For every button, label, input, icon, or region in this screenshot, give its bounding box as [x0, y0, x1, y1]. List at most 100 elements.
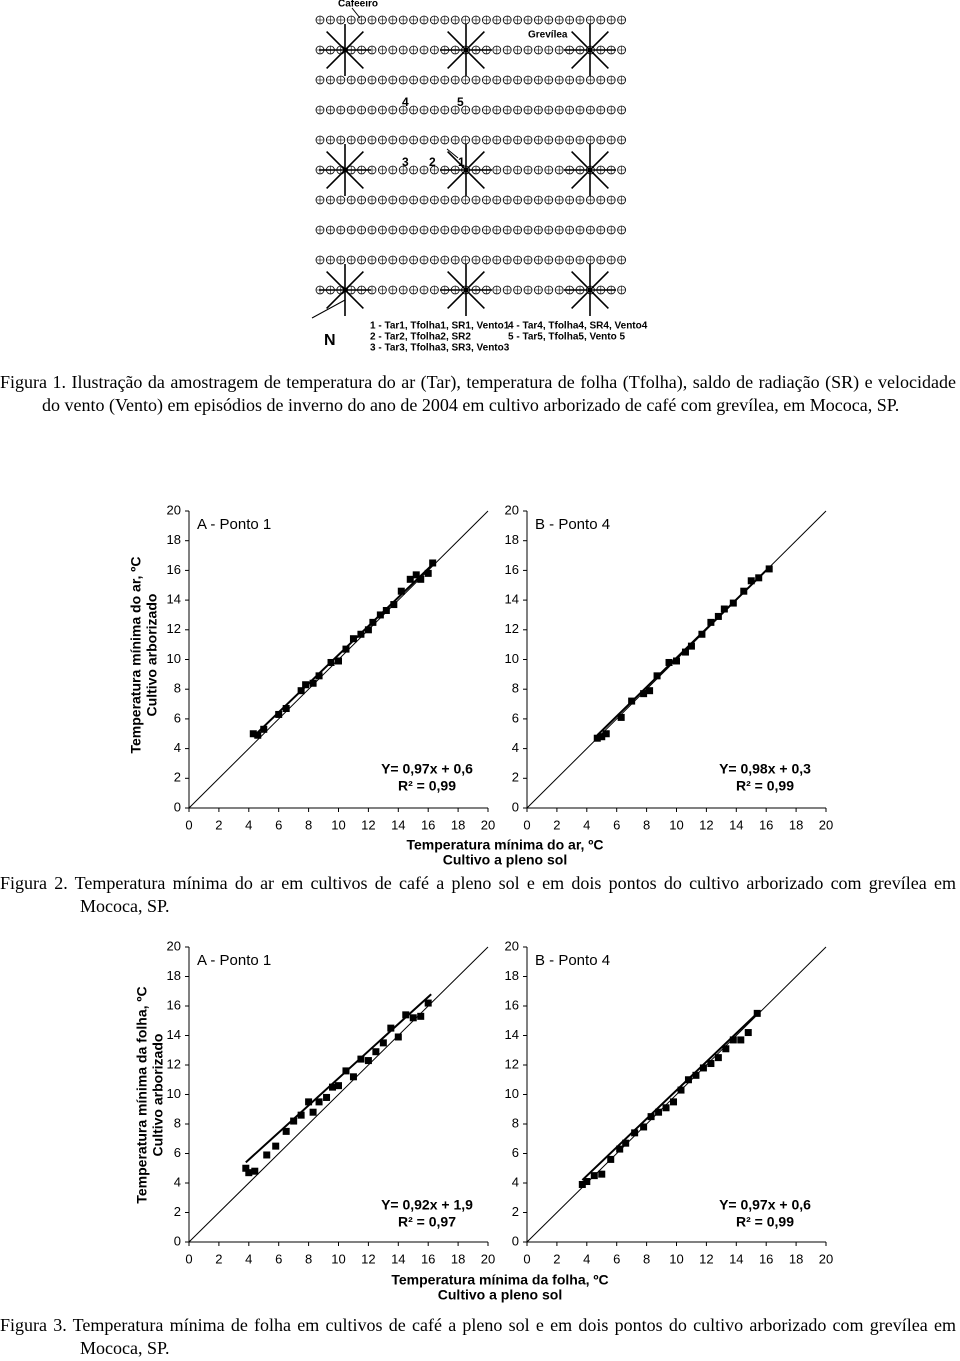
point: [364, 626, 372, 634]
coffee-plant-cross: [555, 76, 564, 84]
coffee-plant-cross: [596, 196, 605, 204]
point: [646, 687, 654, 695]
point: [740, 587, 748, 595]
point: [424, 999, 432, 1007]
point: [349, 635, 357, 643]
point: [397, 587, 405, 595]
north-arrow: [311, 299, 346, 319]
coffee-plant-cross: [316, 106, 324, 114]
x-tick-label: 10: [331, 817, 345, 832]
coffee-plant-cross: [472, 76, 480, 84]
point: [655, 1108, 663, 1116]
coffee-plant-cross: [503, 16, 512, 24]
y-tick-label: 14: [505, 592, 519, 607]
coffee-plant-cross: [524, 226, 532, 234]
point-label: 5: [457, 95, 464, 109]
coffee-plant-cross: [565, 16, 574, 24]
x-tick-label: 2: [553, 1251, 560, 1266]
coffee-plant-cross: [378, 166, 387, 174]
coffee-plant-cross: [461, 196, 470, 204]
x-tick-label: 6: [613, 1251, 620, 1266]
coffee-plant-cross: [316, 76, 324, 84]
coffee-plant-cross: [440, 196, 449, 204]
coffee-plant-cross: [524, 256, 532, 264]
coffee-plant-cross: [440, 226, 449, 234]
coffee-plant-cross: [492, 256, 501, 264]
x-axis-label: Temperatura mínima do ar, ºC: [406, 837, 603, 853]
coffee-plant-cross: [576, 196, 584, 204]
coffee-plant-cross: [430, 256, 439, 264]
coffee-plant-cross: [399, 16, 408, 24]
coffee-plant-cross: [336, 106, 345, 114]
coffee-plant-cross: [492, 196, 501, 204]
point: [251, 1167, 259, 1175]
coffee-plant-cross: [576, 226, 584, 234]
coffee-plant-cross: [461, 76, 470, 84]
point: [714, 1054, 722, 1062]
x-tick-label: 18: [451, 817, 465, 832]
x-tick-label: 14: [391, 817, 405, 832]
x-tick-label: 4: [245, 817, 252, 832]
coffee-plant-cross: [409, 286, 418, 294]
y-tick-label: 6: [174, 710, 181, 725]
coffee-plant-cross: [576, 136, 584, 144]
x-tick-label: 10: [331, 1251, 345, 1266]
one-to-one-line: [188, 946, 489, 1243]
coffee-plant-cross: [513, 166, 522, 174]
coffee-plant-cross: [503, 46, 512, 54]
coffee-plant-cross: [461, 256, 470, 264]
coffee-plant-cross: [586, 76, 595, 84]
coffee-plant-cross: [357, 136, 366, 144]
coffee-plant-cross: [492, 46, 501, 54]
coffee-plant-cross: [534, 136, 543, 144]
coffee-plant-cross: [336, 256, 345, 264]
y-tick-label: 10: [505, 651, 519, 666]
coffee-plant-cross: [420, 46, 428, 54]
y-tick-label: 8: [512, 1115, 519, 1130]
coffee-label: Cafeeiro: [338, 0, 378, 10]
x-tick-label: 12: [361, 817, 375, 832]
coffee-plant-cross: [534, 16, 543, 24]
point: [707, 618, 715, 626]
coffee-plant-cross: [316, 226, 324, 234]
y-tick-label: 12: [505, 621, 519, 636]
point: [249, 730, 257, 738]
x-tick-label: 20: [481, 817, 495, 832]
point: [590, 1172, 598, 1180]
point: [744, 1029, 752, 1037]
point: [424, 569, 432, 577]
arrow: [351, 7, 361, 19]
y-tick-label: 18: [167, 532, 181, 547]
point: [640, 1123, 648, 1131]
coffee-plant-cross: [399, 226, 408, 234]
coffee-plant-cross: [336, 226, 345, 234]
coffee-plant-cross: [399, 196, 408, 204]
coffee-plant-cross: [544, 256, 553, 264]
y-tick-label: 12: [167, 621, 181, 636]
point: [617, 713, 625, 721]
x-tick-label: 16: [421, 1251, 435, 1266]
r-squared: R² = 0,99: [736, 778, 794, 794]
one-to-one-line: [526, 946, 827, 1243]
grevillea-tree: [319, 24, 371, 76]
point: [372, 1048, 380, 1056]
coffee-plant-cross: [430, 46, 439, 54]
point: [677, 1086, 685, 1094]
grevillea-tree: [319, 264, 371, 316]
coffee-plant-cross: [399, 46, 408, 54]
coffee-plant-cross: [617, 136, 626, 144]
point: [593, 734, 601, 742]
point: [753, 1009, 761, 1017]
coffee-plant-cross: [326, 106, 335, 114]
coffee-plant-cross: [399, 76, 408, 84]
coffee-plant-cross: [399, 106, 408, 114]
point: [714, 612, 722, 620]
coffee-plant-cross: [430, 16, 439, 24]
coffee-plant-cross: [607, 256, 616, 264]
field-diagram: Cafeeiro Grevílea 4 5 3 2 1 N 1 - Tar1, …: [311, 0, 648, 354]
grevillea-tree: [440, 144, 492, 196]
point: [598, 1170, 606, 1178]
coffee-plant-cross: [357, 16, 366, 24]
x-tick-label: 0: [523, 817, 530, 832]
